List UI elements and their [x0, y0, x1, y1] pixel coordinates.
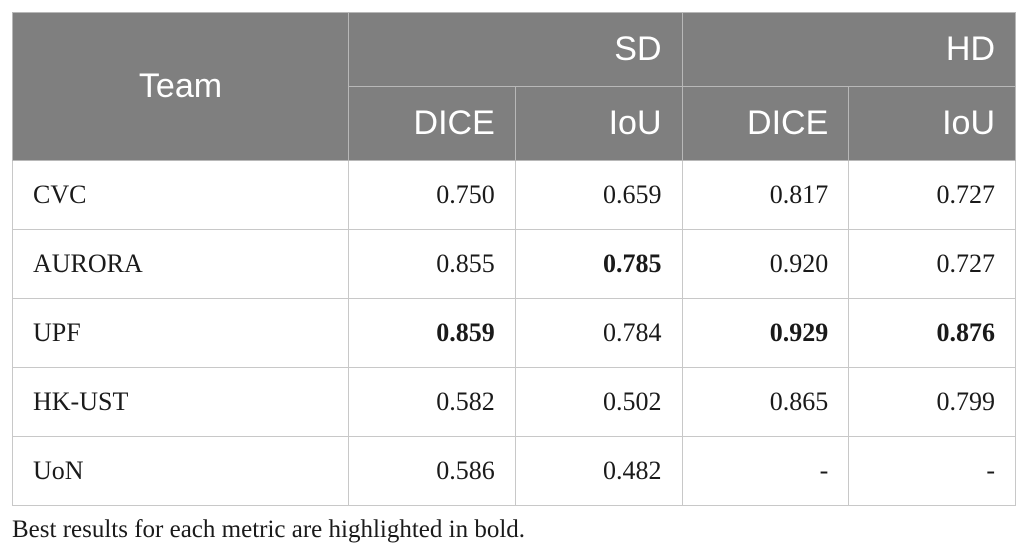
- team-name: UPF: [12, 298, 349, 368]
- team-name: AURORA: [12, 229, 349, 299]
- header-row-groups: Team SD HD: [12, 12, 1017, 161]
- header-metric-sd-iou: IoU: [514, 86, 683, 161]
- value-cell: 0.799: [848, 367, 1017, 437]
- value-cell: 0.502: [514, 367, 683, 437]
- team-name: CVC: [12, 160, 349, 230]
- value-cell: 0.784: [514, 298, 683, 368]
- header-group-sd: SD: [348, 12, 683, 87]
- value-cell: 0.785: [514, 229, 683, 299]
- value-cell: 0.865: [681, 367, 850, 437]
- value-cell: -: [848, 436, 1017, 506]
- header-group-hd: HD: [681, 12, 1017, 87]
- value-cell: 0.876: [848, 298, 1017, 368]
- value-cell: 0.582: [348, 367, 516, 437]
- table-body: CVC 0.750 0.659 0.817 0.727 AURORA 0.855…: [12, 160, 1017, 506]
- value-cell: 0.929: [681, 298, 850, 368]
- header-metric-hd-iou: IoU: [848, 86, 1017, 161]
- table-header: Team SD HD DICE IoU DICE IoU: [12, 12, 1017, 161]
- table-footnote: Best results for each metric are highlig…: [12, 516, 526, 543]
- value-cell: 0.920: [681, 229, 850, 299]
- value-cell: 0.586: [348, 436, 516, 506]
- value-cell: 0.855: [348, 229, 516, 299]
- value-cell: 0.727: [848, 229, 1017, 299]
- table-row: UPF 0.859 0.784 0.929 0.876: [12, 298, 1017, 368]
- table-row: CVC 0.750 0.659 0.817 0.727: [12, 160, 1017, 230]
- header-row-metrics: DICE IoU DICE IoU: [13, 86, 1017, 161]
- table-row: HK-UST 0.582 0.502 0.865 0.799: [12, 367, 1017, 437]
- value-cell: 0.659: [514, 160, 683, 230]
- results-table: Team SD HD DICE IoU DICE IoU CVC 0.750 0…: [12, 12, 1017, 506]
- value-cell: -: [681, 436, 850, 506]
- table-row: UoN 0.586 0.482 - -: [12, 436, 1017, 506]
- value-cell: 0.482: [514, 436, 683, 506]
- header-team: Team: [12, 12, 349, 161]
- value-cell: 0.727: [848, 160, 1017, 230]
- value-cell: 0.817: [681, 160, 850, 230]
- value-cell: 0.859: [348, 298, 516, 368]
- header-metric-sd-dice: DICE: [348, 86, 516, 161]
- header-metric-hd-dice: DICE: [681, 86, 850, 161]
- table-row: AURORA 0.855 0.785 0.920 0.727: [12, 229, 1017, 299]
- team-name: UoN: [12, 436, 349, 506]
- team-name: HK-UST: [12, 367, 349, 437]
- value-cell: 0.750: [348, 160, 516, 230]
